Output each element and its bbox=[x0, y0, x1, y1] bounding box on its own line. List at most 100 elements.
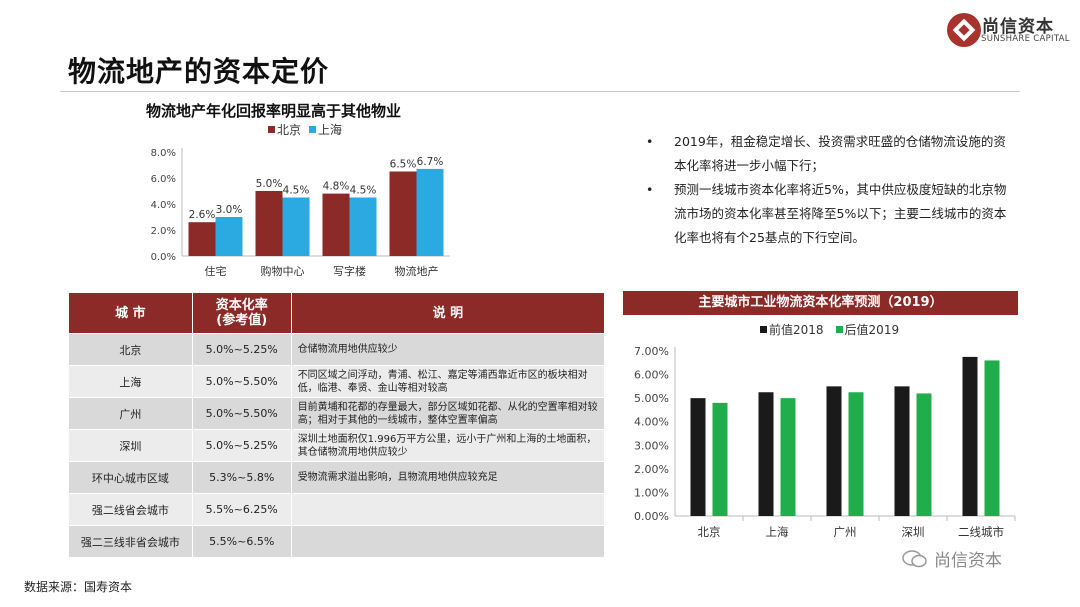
y-tick-label: 3.00% bbox=[634, 439, 669, 452]
cap-rate-table: 城 市 资本化率 (参考值) 说 明 北京 5.0%~5.25% 仓储物流用地供应较… bbox=[68, 292, 605, 558]
bar-3-1 bbox=[416, 168, 444, 256]
table-cell-description: 深圳土地面积仅1.996万平方公里，远小于广州和上海的土地面积，其仓储物流用地供… bbox=[291, 430, 604, 461]
table-cell-cap-rate: 5.5%~6.5% bbox=[192, 526, 291, 557]
table-cell-description bbox=[291, 494, 604, 525]
table-row: 环中心城市区域 5.3%~5.8% 受物流需求溢出影响，且物流用地供应较充足 bbox=[69, 462, 604, 493]
logo-name: 尚信资本 bbox=[982, 17, 1054, 37]
legend-label: 前值2018 bbox=[769, 323, 824, 337]
watermark-text: 尚信资本 bbox=[934, 551, 1002, 571]
wechat-icon bbox=[902, 549, 927, 567]
data-source: 数据来源：国寿资本 bbox=[24, 580, 133, 594]
table-cell-city: 强二三线非省会城市 bbox=[69, 526, 192, 557]
bullet-dot-icon: • bbox=[646, 134, 654, 149]
data-label: 6.5% bbox=[390, 159, 417, 171]
bar-1-0 bbox=[758, 392, 774, 516]
watermark: 尚信资本 bbox=[902, 546, 1002, 571]
data-label: 4.5% bbox=[283, 185, 310, 197]
right-bar-chart: 0.00% 1.00% 2.00% 3.00% 4.00% 5.00% 6.00% 7.00%… bbox=[634, 345, 1016, 539]
left-bar-chart: 0.0%2.0%4.0%6.0%8.0%2.6% 3.0%住宅5.0%4.5%购物… bbox=[151, 148, 450, 278]
table-cell-cap-rate: 5.0%~5.50% bbox=[192, 398, 291, 429]
bar-0-0 bbox=[188, 222, 216, 256]
bar-0-0 bbox=[690, 398, 706, 516]
table-cell-city: 环中心城市区域 bbox=[69, 462, 192, 493]
x-tick-label: 广州 bbox=[834, 525, 857, 539]
table-cell-cap-rate: 5.3%~5.8% bbox=[192, 462, 291, 493]
table-row: 北京 5.0%~5.25% 仓储物流用地供应较少 bbox=[69, 334, 604, 365]
table-cell-description: 仓储物流用地供应较少 bbox=[291, 334, 604, 365]
data-label: 2.6% bbox=[189, 209, 216, 221]
bar-2-1 bbox=[848, 392, 864, 516]
x-tick-label: 深圳 bbox=[902, 525, 925, 539]
table-row: 上海 5.0%~5.50% 不同区域之间浮动，青浦、松江、嘉定等浦西靠近市区的板块相… bbox=[69, 366, 604, 397]
bar-3-0 bbox=[389, 171, 417, 256]
legend-label: 后值2019 bbox=[844, 323, 900, 337]
data-label: 4.5% bbox=[350, 185, 377, 197]
table-cell-city: 强二线省会城市 bbox=[69, 494, 192, 525]
y-tick-label: 7.00% bbox=[634, 345, 669, 358]
right-chart-legend: 前值2018 后值2019 bbox=[760, 321, 899, 338]
x-tick-label: 上海 bbox=[766, 525, 789, 539]
table-header-row: 城 市 资本化率 (参考值) 说 明 bbox=[69, 293, 604, 333]
table-cell-city: 深圳 bbox=[69, 430, 192, 461]
legend-item-2019: 后值2019 bbox=[835, 321, 900, 338]
table-cell-city: 北京 bbox=[69, 334, 192, 365]
legend-item-shanghai: 上海 bbox=[309, 121, 342, 138]
x-tick-label: 购物中心 bbox=[261, 264, 305, 278]
table-cell-description: 目前黄埔和花都的存量最大，部分区域如花都、从化的空置率相对较高；相对于其他的一线… bbox=[291, 398, 604, 429]
table-cell-description: 不同区域之间浮动，青浦、松江、嘉定等浦西靠近市区的板块相对低，临港、奉贤、金山等… bbox=[291, 366, 604, 397]
left-chart-legend: 北京 上海 bbox=[268, 121, 342, 138]
bar-2-0 bbox=[826, 386, 842, 516]
table-cell-cap-rate: 5.5%~6.25% bbox=[192, 494, 291, 525]
bar-3-1 bbox=[916, 393, 932, 516]
legend-swatch bbox=[835, 326, 843, 333]
bar-0-1 bbox=[712, 402, 728, 516]
header-description: 说 明 bbox=[291, 293, 604, 333]
legend-label: 北京 bbox=[277, 123, 302, 137]
x-tick-label: 二线城市 bbox=[958, 525, 1004, 539]
data-label: 5.0% bbox=[256, 178, 283, 190]
data-label: 3.0% bbox=[216, 204, 243, 216]
y-tick-label: 6.0% bbox=[151, 174, 176, 185]
logo-subtitle: SUNSHARE CAPITAL bbox=[981, 34, 1070, 44]
legend-swatch bbox=[309, 126, 317, 133]
data-label: 4.8% bbox=[323, 181, 350, 193]
title-divider bbox=[60, 91, 1020, 92]
data-label: 6.7% bbox=[417, 156, 444, 168]
table-row: 广州 5.0%~5.50% 目前黄埔和花都的存量最大，部分区域如花都、从化的空置率相… bbox=[69, 398, 604, 429]
bullet-list: • 2019年，租金稳定增长、投资需求旺盛的仓储物流设施的资本化率将进一步小幅下… bbox=[646, 130, 1016, 250]
bullet-text: 2019年，租金稳定增长、投资需求旺盛的仓储物流设施的资本化率将进一步小幅下行； bbox=[674, 134, 1006, 173]
y-tick-label: 2.0% bbox=[151, 226, 176, 237]
y-tick-label: 0.00% bbox=[634, 510, 669, 523]
left-chart-title: 物流地产年化回报率明显高于其他物业 bbox=[146, 102, 402, 120]
y-tick-label: 2.00% bbox=[634, 463, 669, 476]
bar-2-1 bbox=[349, 197, 377, 256]
legend-swatch bbox=[268, 126, 275, 133]
legend-label: 上海 bbox=[318, 123, 343, 137]
legend-item-2018: 前值2018 bbox=[760, 321, 824, 338]
table-cell-description bbox=[291, 526, 604, 557]
table-row: 强二三线非省会城市 5.5%~6.5% bbox=[69, 526, 604, 557]
bullet-text: 预测一线城市资本化率将近5%，其中供应极度短缺的北京物流市场的资本化率甚至将降至… bbox=[674, 182, 1007, 245]
x-tick-label: 北京 bbox=[698, 525, 721, 539]
header-cap-rate: 资本化率 (参考值) bbox=[192, 293, 291, 333]
table-cell-cap-rate: 5.0%~5.25% bbox=[192, 334, 291, 365]
bar-2-0 bbox=[322, 193, 350, 256]
x-tick-label: 住宅 bbox=[205, 264, 227, 278]
x-tick-label: 物流地产 bbox=[395, 264, 439, 278]
table-cell-cap-rate: 5.0%~5.50% bbox=[192, 366, 291, 397]
table-cell-cap-rate: 5.0%~5.25% bbox=[192, 430, 291, 461]
bar-1-0 bbox=[255, 191, 283, 256]
y-tick-label: 5.00% bbox=[634, 392, 669, 405]
legend-swatch bbox=[760, 326, 767, 333]
x-tick-label: 写字楼 bbox=[333, 264, 366, 278]
y-tick-label: 4.0% bbox=[151, 200, 176, 211]
y-tick-label: 4.00% bbox=[634, 416, 669, 429]
y-tick-label: 1.00% bbox=[634, 486, 669, 499]
header-city: 城 市 bbox=[69, 293, 192, 333]
legend-item-beijing: 北京 bbox=[268, 121, 301, 138]
bar-1-1 bbox=[282, 197, 310, 256]
table-row: 深圳 5.0%~5.25% 深圳土地面积仅1.996万平方公里，远小于广州和上海的土… bbox=[69, 430, 604, 461]
bullet-dot-icon: • bbox=[646, 182, 654, 197]
bar-4-0 bbox=[962, 356, 978, 516]
table-cell-city: 广州 bbox=[69, 398, 192, 429]
